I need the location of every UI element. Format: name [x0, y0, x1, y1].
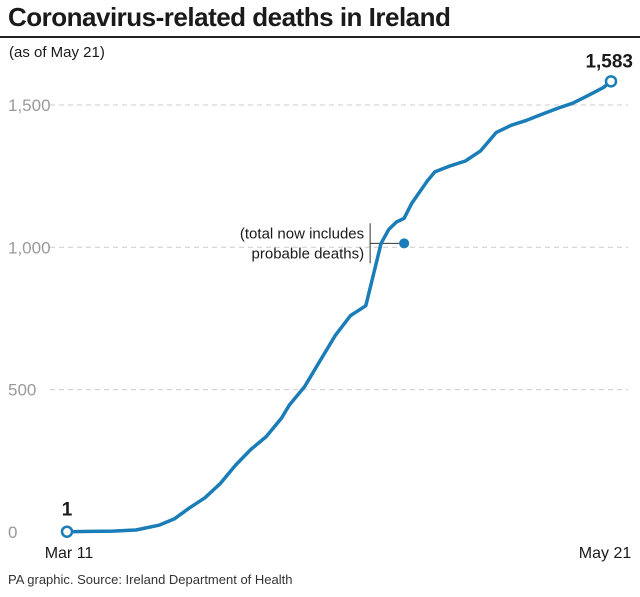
gridlines [50, 104, 628, 391]
end-value-label: 1,583 [585, 51, 633, 72]
start-value-label: 1 [62, 500, 73, 521]
annotation-text-line2: probable deaths) [252, 245, 365, 262]
title-rule [0, 36, 640, 38]
y-tick-label: 1,000 [8, 238, 51, 257]
annotation-point-marker [399, 238, 410, 249]
y-axis-ticks: 0 500 1,000 1,500 [8, 96, 51, 542]
annotation: (total now includes probable deaths) [240, 223, 405, 264]
source-note: PA graphic. Source: Ireland Department o… [8, 572, 293, 587]
x-tick-label: May 21 [579, 545, 632, 562]
y-tick-label: 1,500 [8, 96, 51, 115]
y-tick-label: 0 [8, 523, 17, 542]
x-tick-label: Mar 11 [45, 545, 94, 562]
series-line-deaths [65, 79, 613, 534]
start-point-marker [60, 525, 74, 538]
x-axis-ticks: Mar 11 May 21 [45, 545, 632, 562]
end-point-marker [604, 75, 618, 88]
chart-title: Coronavirus-related deaths in Ireland [8, 2, 451, 32]
annotation-text-line1: (total now includes [240, 225, 364, 242]
y-tick-label: 500 [8, 381, 36, 400]
chart-subtitle: (as of May 21) [9, 44, 105, 61]
